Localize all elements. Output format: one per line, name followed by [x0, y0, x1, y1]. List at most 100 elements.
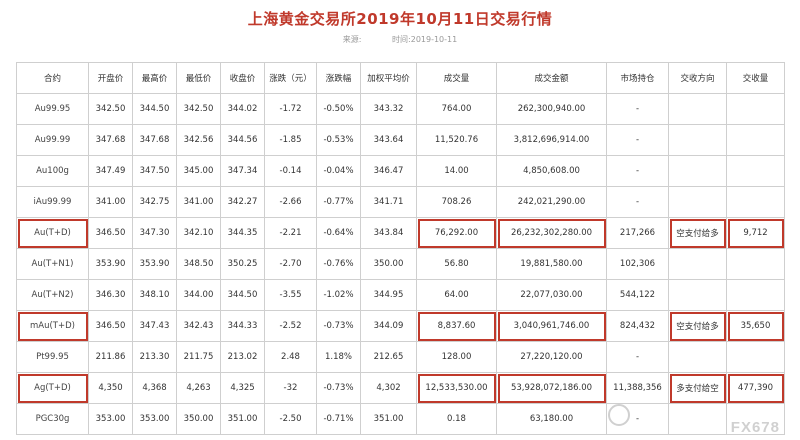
table-cell: 342.43: [176, 310, 221, 342]
table-cell: 348.10: [132, 279, 177, 311]
table-cell: 22,077,030.00: [496, 279, 607, 311]
table-cell: [668, 341, 727, 373]
table-cell: 63,180.00: [496, 403, 607, 435]
table-cell: 350.00: [360, 248, 417, 280]
table-cell: 212.65: [360, 341, 417, 373]
table-cell: 345.00: [176, 155, 221, 187]
table-cell: 347.68: [132, 124, 177, 156]
table-cell: 242,021,290.00: [496, 186, 607, 218]
table-cell: [726, 341, 785, 373]
table-cell: -0.14: [264, 155, 317, 187]
table-cell: 346.50: [88, 310, 133, 342]
table-cell: -1.02%: [316, 279, 361, 311]
table-cell: 4,263: [176, 372, 221, 404]
column-header: 市场持仓: [606, 62, 669, 94]
contract-name-cell: Au(T+N1): [16, 248, 89, 280]
table-cell: -: [606, 341, 669, 373]
table-cell: 342.10: [176, 217, 221, 249]
table-cell: 351.00: [220, 403, 265, 435]
table-cell: 341.00: [88, 186, 133, 218]
table-cell: 346.30: [88, 279, 133, 311]
table-row: Au100g 347.49 347.50 345.00 347.34 -0.14 -0.04…: [16, 155, 785, 187]
table-cell: -2.50: [264, 403, 317, 435]
header-row: 合约 开盘价 最高价 最低价 收盘价 涨跌（元） 涨跌幅 加权平均价 成交量 成交金额 市场持仓 交收…: [16, 62, 785, 94]
table-cell: 4,302: [360, 372, 417, 404]
table-cell: 346.50: [88, 217, 133, 249]
table-cell: 213.30: [132, 341, 177, 373]
table-cell: 341.71: [360, 186, 417, 218]
table-cell: -0.71%: [316, 403, 361, 435]
table-cell: -: [606, 186, 669, 218]
table-row: iAu99.99 341.00 342.75 341.00 342.27 -2.66 -0.…: [16, 186, 785, 218]
table-cell: 27,220,120.00: [496, 341, 607, 373]
table-cell: 347.50: [132, 155, 177, 187]
table-cell: [726, 124, 785, 156]
table-cell: 344.95: [360, 279, 417, 311]
table-cell: -1.85: [264, 124, 317, 156]
contract-name-cell: PGC30g: [16, 403, 89, 435]
table-cell: [726, 403, 785, 435]
table-cell: 19,881,580.00: [496, 248, 607, 280]
contract-name-cell: iAu99.99: [16, 186, 89, 218]
table-cell: 343.84: [360, 217, 417, 249]
table-cell: 4,850,608.00: [496, 155, 607, 187]
contract-name-cell: Ag(T+D): [16, 372, 89, 404]
table-cell: 344.09: [360, 310, 417, 342]
table-cell: 262,300,940.00: [496, 93, 607, 125]
table-cell: [668, 155, 727, 187]
table-row: PGC30g 353.00 353.00 350.00 351.00 -2.50 -0.71…: [16, 403, 785, 435]
column-header: 交收方向: [668, 62, 727, 94]
table-cell: -0.50%: [316, 93, 361, 125]
contract-name-cell: Au(T+N2): [16, 279, 89, 311]
table-row: Au99.99 347.68 347.68 342.56 344.56 -1.85 -0.5…: [16, 124, 785, 156]
table-cell: -: [606, 93, 669, 125]
page-title: 上海黄金交易所2019年10月11日交易行情: [247, 10, 553, 28]
table-cell: 344.56: [220, 124, 265, 156]
table-cell: 213.02: [220, 341, 265, 373]
table-cell: -1.72: [264, 93, 317, 125]
table-cell: [668, 279, 727, 311]
table-cell: -2.21: [264, 217, 317, 249]
table-cell: 351.00: [360, 403, 417, 435]
table-cell: 102,306: [606, 248, 669, 280]
table-cell: [726, 186, 785, 218]
table-cell: [668, 248, 727, 280]
column-header: 最低价: [176, 62, 221, 94]
table-cell: 344.50: [220, 279, 265, 311]
column-header: 涨跌幅: [316, 62, 361, 94]
table-cell: 64.00: [416, 279, 497, 311]
table-cell: -0.76%: [316, 248, 361, 280]
table-cell: 353.00: [132, 403, 177, 435]
table-cell: 353.90: [88, 248, 133, 280]
table-cell: -3.55: [264, 279, 317, 311]
source-label: 来源:: [342, 35, 362, 44]
table-cell: 空支付给多: [668, 217, 727, 249]
table-cell: -2.70: [264, 248, 317, 280]
table-cell: -2.52: [264, 310, 317, 342]
table-cell: [668, 124, 727, 156]
column-header: 收盘价: [220, 62, 265, 94]
table-cell: 3,812,696,914.00: [496, 124, 607, 156]
column-header: 最高价: [132, 62, 177, 94]
table-cell: 544,122: [606, 279, 669, 311]
table-cell: 343.32: [360, 93, 417, 125]
quotes-table: 合约 开盘价 最高价 最低价 收盘价 涨跌（元） 涨跌幅 加权平均价 成交量 成交金额 市场持仓 交收…: [16, 62, 785, 435]
table-cell: 353.90: [132, 248, 177, 280]
table-cell: 353.00: [88, 403, 133, 435]
table-cell: 347.68: [88, 124, 133, 156]
table-cell: [726, 248, 785, 280]
column-header: 开盘价: [88, 62, 133, 94]
table-cell: 4,325: [220, 372, 265, 404]
table-cell: -0.64%: [316, 217, 361, 249]
table-cell: 56.80: [416, 248, 497, 280]
contract-name-cell: Au100g: [16, 155, 89, 187]
table-cell: -0.77%: [316, 186, 361, 218]
column-header: 涨跌（元）: [264, 62, 317, 94]
table-row: Au(T+D) 346.50 347.30 342.10 344.35 -2.21 -0.6…: [16, 217, 785, 249]
column-header: 合约: [16, 62, 89, 94]
table-cell: [726, 279, 785, 311]
table-cell: 347.49: [88, 155, 133, 187]
table-cell: 14.00: [416, 155, 497, 187]
table-body: Au99.95 342.50 344.50 342.50 344.02 -1.72 -0.5…: [16, 93, 785, 435]
table-cell: 11,388,356: [606, 372, 669, 404]
